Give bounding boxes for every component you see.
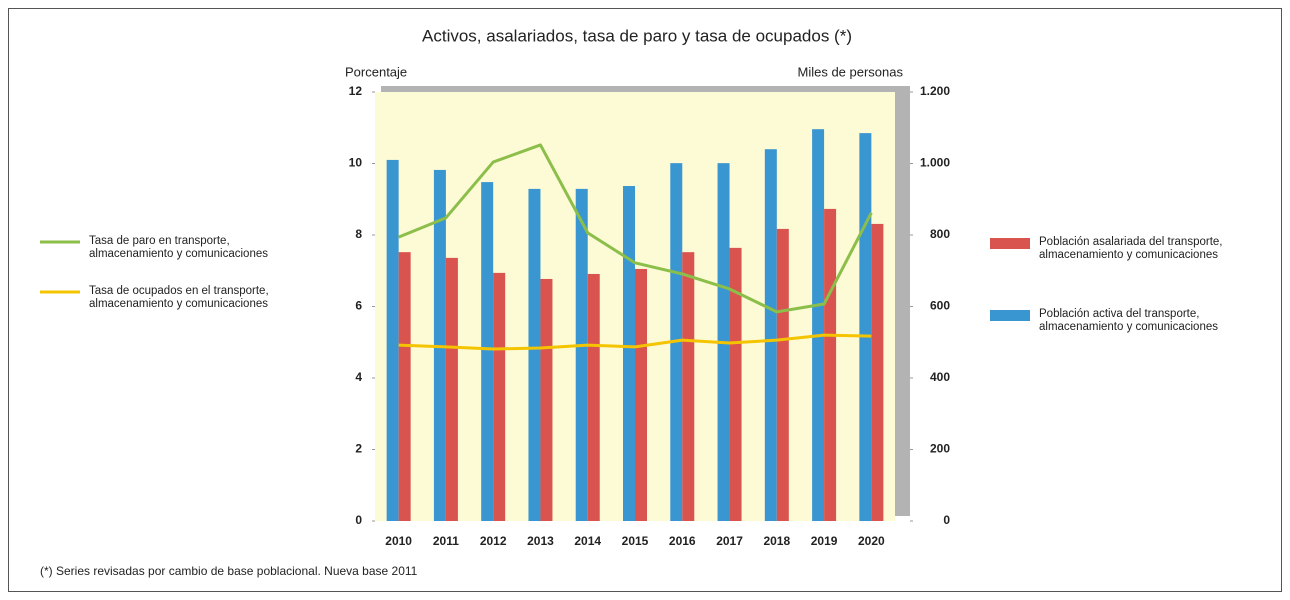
y2-axis-label: Miles de personas <box>798 64 904 79</box>
y2-tick-label: 1.000 <box>920 156 950 170</box>
legend-label: Población asalariada del transporte, alm… <box>1039 236 1223 261</box>
bar <box>623 186 635 521</box>
bar <box>824 208 837 521</box>
bar <box>776 228 789 522</box>
bar <box>871 223 884 522</box>
line-series <box>398 143 873 314</box>
bar <box>635 268 647 521</box>
x-tick-label: 2010 <box>385 534 412 548</box>
footnote: (*) Series revisadas por cambio de base … <box>40 564 418 578</box>
bar <box>493 272 506 521</box>
y-tick-label: 8 <box>355 227 362 241</box>
bar <box>729 247 742 521</box>
y-tick-label: 2 <box>355 442 362 456</box>
x-tick-label: 2015 <box>622 534 649 548</box>
y-tick-label: 10 <box>349 156 363 170</box>
y2-tick-label: 600 <box>930 299 950 313</box>
y-tick-label: 0 <box>355 513 362 527</box>
x-tick-label: 2012 <box>480 534 507 548</box>
y-tick-label: 6 <box>355 299 362 313</box>
bar <box>481 182 494 521</box>
y2-tick-label: 800 <box>930 227 950 241</box>
legend-label: Tasa de paro en transporte, almacenamien… <box>89 235 268 260</box>
y2-tick-label: 0 <box>943 513 950 527</box>
chart-title: Activos, asalariados, tasa de paro y tas… <box>422 26 852 45</box>
x-tick-label: 2017 <box>716 534 743 548</box>
legend-swatch <box>990 238 1030 249</box>
legend-label: Población activa del transporte, almacen… <box>1039 308 1218 333</box>
bar <box>445 257 458 521</box>
bar <box>812 129 825 521</box>
bar <box>575 188 588 521</box>
legend-label: Tasa de ocupados en el transporte, almac… <box>89 285 269 310</box>
x-tick-label: 2014 <box>574 534 601 548</box>
x-tick-label: 2018 <box>763 534 790 548</box>
legend-swatch <box>990 310 1030 321</box>
bar <box>682 252 695 521</box>
x-tick-label: 2011 <box>433 534 459 548</box>
shadow-right <box>895 86 910 516</box>
x-tick-label: 2020 <box>858 534 885 548</box>
bar <box>859 133 872 522</box>
x-tick-label: 2016 <box>669 534 696 548</box>
bar <box>386 159 399 522</box>
x-tick-label: 2013 <box>527 534 554 548</box>
y2-tick-label: 200 <box>930 442 950 456</box>
x-tick-label: 2019 <box>811 534 838 548</box>
y2-tick-label: 400 <box>930 370 950 384</box>
bar <box>528 188 541 521</box>
line-series <box>398 333 872 351</box>
bar <box>540 278 553 521</box>
bar <box>587 273 600 521</box>
y-axis-label: Porcentaje <box>345 64 407 79</box>
bar <box>764 149 777 521</box>
y-tick-label: 12 <box>349 84 363 98</box>
y-tick-label: 4 <box>355 370 362 384</box>
y2-tick-label: 1.200 <box>920 84 950 98</box>
shadow-top <box>381 86 910 94</box>
bar <box>398 252 411 521</box>
